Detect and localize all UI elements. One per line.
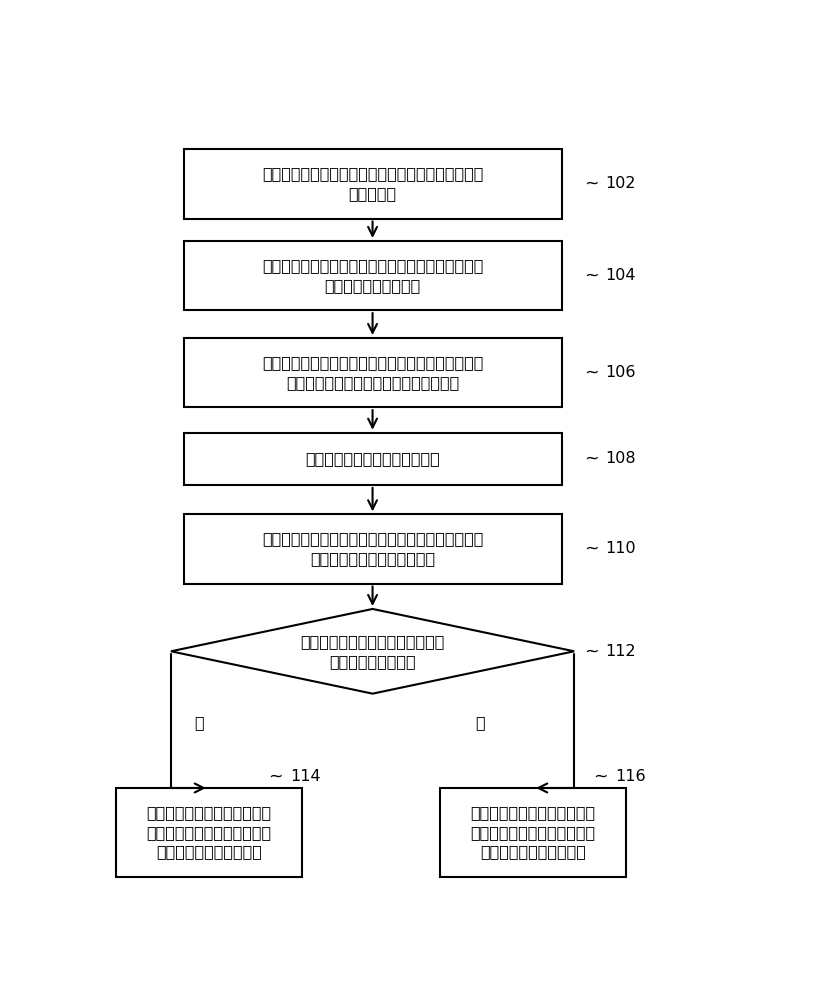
Text: 是: 是 bbox=[194, 715, 204, 730]
Text: 基于所述图像以及所述深度图提取所述交互目标所在
矩形框区域的深度数据: 基于所述图像以及所述深度图提取所述交互目标所在 矩形框区域的深度数据 bbox=[262, 258, 483, 293]
Text: ~: ~ bbox=[584, 364, 598, 382]
FancyBboxPatch shape bbox=[441, 788, 626, 877]
Text: 基于预设第一容差对矩形框区域进行行或列扫描，统
计每一行或每一列中最高频次的深度数据: 基于预设第一容差对矩形框区域进行行或列扫描，统 计每一行或每一列中最高频次的深度… bbox=[262, 355, 483, 390]
Text: 110: 110 bbox=[606, 541, 637, 556]
Text: 116: 116 bbox=[615, 769, 646, 784]
FancyBboxPatch shape bbox=[184, 433, 562, 485]
Text: 否: 否 bbox=[475, 715, 485, 730]
Polygon shape bbox=[171, 609, 574, 694]
Text: 判断所述矩形框区域的尺寸比是否
满足预置人体尺寸比: 判断所述矩形框区域的尺寸比是否 满足预置人体尺寸比 bbox=[300, 634, 445, 669]
FancyBboxPatch shape bbox=[184, 241, 562, 310]
Text: ~: ~ bbox=[584, 175, 598, 193]
FancyBboxPatch shape bbox=[184, 514, 562, 584]
Text: 108: 108 bbox=[606, 451, 637, 466]
Text: 114: 114 bbox=[291, 769, 321, 784]
Text: ~: ~ bbox=[584, 450, 598, 468]
Text: 102: 102 bbox=[606, 176, 637, 191]
Text: ~: ~ bbox=[593, 767, 607, 785]
FancyBboxPatch shape bbox=[184, 338, 562, 407]
Text: 获取交互目标在拍摄场景下的图像以及与所述图像对
齐的深度图: 获取交互目标在拍摄场景下的图像以及与所述图像对 齐的深度图 bbox=[262, 167, 483, 201]
Text: ~: ~ bbox=[584, 267, 598, 285]
Text: ~: ~ bbox=[584, 642, 598, 660]
FancyBboxPatch shape bbox=[115, 788, 302, 877]
Text: 基于预设第二容差对过滤后的深度数据进行扫描，统
计频次最高和次高的深度数据: 基于预设第二容差对过滤后的深度数据进行扫描，统 计频次最高和次高的深度数据 bbox=[262, 531, 483, 566]
Text: ~: ~ bbox=[268, 767, 283, 785]
FancyBboxPatch shape bbox=[184, 149, 562, 219]
Text: ~: ~ bbox=[584, 540, 598, 558]
Text: 106: 106 bbox=[606, 365, 637, 380]
Text: 104: 104 bbox=[606, 268, 637, 283]
Text: 将最终统计得到的深度数据中
频次最高的深度数据确定为交
互目标与机器人之间距离: 将最终统计得到的深度数据中 频次最高的深度数据确定为交 互目标与机器人之间距离 bbox=[146, 805, 272, 860]
Text: 112: 112 bbox=[606, 644, 637, 659]
Text: 将最终统计得到的深度数据中
频次次高的深度数据确定为交
互目标与机器人之间距离: 将最终统计得到的深度数据中 频次次高的深度数据确定为交 互目标与机器人之间距离 bbox=[471, 805, 596, 860]
Text: 对统计得到的深度数据进行过滤: 对统计得到的深度数据进行过滤 bbox=[305, 451, 440, 466]
